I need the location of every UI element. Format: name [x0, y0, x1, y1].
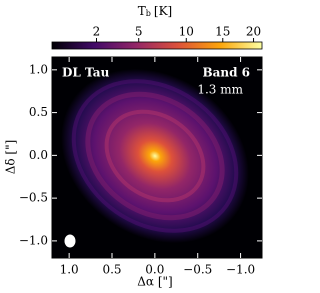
y-tick-label: 0.0 [29, 148, 48, 162]
y-tick-label: 0.5 [29, 105, 48, 119]
disk-image [61, 68, 249, 244]
colorbar-tick-label: 20 [246, 25, 261, 39]
wavelength-label: 1.3 mm [197, 83, 243, 97]
axes-frame [51, 56, 263, 259]
y-tick-label: 1.0 [29, 62, 48, 76]
x-axis-label: Δα ["] [137, 275, 172, 289]
colorbar-tick-label: 15 [215, 25, 230, 39]
x-tick-label: −1.0 [226, 263, 255, 277]
colorbar-label: Tb [K] [138, 4, 172, 19]
y-tick-label: −1.0 [19, 233, 48, 247]
colorbar [51, 41, 263, 50]
y-axis-label: Δδ ["] [4, 140, 18, 175]
source-label: DL Tau [62, 66, 110, 80]
colorbar-tick-label: 10 [179, 25, 194, 39]
band-label: Band 6 [202, 66, 250, 80]
x-tick-label: −0.5 [183, 263, 212, 277]
colorbar-tick-label: 2 [93, 25, 101, 39]
y-tick-label: −0.5 [19, 191, 48, 205]
figure: DL Tau Band 6 1.3 mm Δα ["] Δδ ["] Tb [K]… [4, 4, 263, 289]
x-tick-label: 1.0 [60, 263, 79, 277]
x-tick-label: 0.5 [102, 263, 121, 277]
colorbar-tick-label: 5 [135, 25, 143, 39]
beam [64, 234, 76, 248]
x-tick-label: 0.0 [145, 263, 164, 277]
